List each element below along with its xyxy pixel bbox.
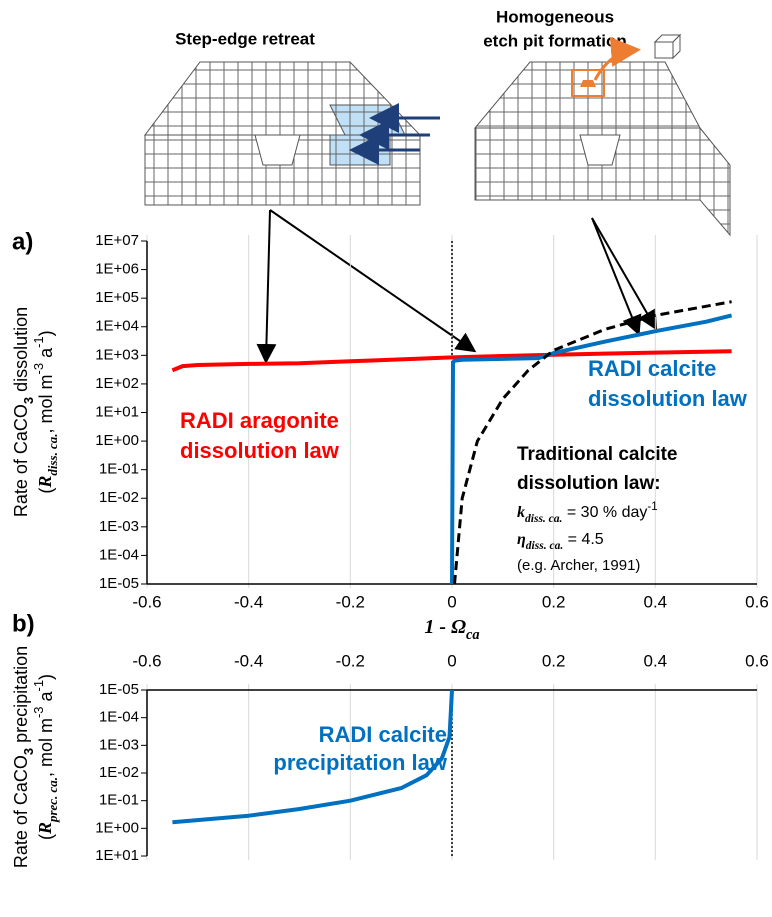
annotation: ηdiss. ca. = 4.5 bbox=[517, 531, 604, 552]
x-tick-label: 0.4 bbox=[644, 592, 668, 611]
y-axis-label: Rate of CaCO3 precipitation bbox=[11, 646, 36, 868]
y-tick-label: 1E+00 bbox=[95, 819, 139, 836]
x-tick-label: -0.2 bbox=[336, 651, 365, 670]
series-label: dissolution law: bbox=[517, 473, 661, 494]
panel-label: a) bbox=[12, 228, 33, 255]
annotation-part: k bbox=[517, 504, 525, 521]
y-axis-label-part: , mol m bbox=[36, 718, 56, 777]
step-edge-illustration bbox=[143, 61, 440, 206]
y-axis-label: (Rprec. ca., mol m-3 a-1) bbox=[31, 674, 61, 840]
series-line bbox=[453, 300, 732, 585]
annotation-part: = 4.5 bbox=[563, 531, 604, 548]
y-axis-label-part: ) bbox=[36, 330, 56, 336]
series-line bbox=[171, 349, 732, 373]
y-tick-label: 1E-02 bbox=[99, 764, 139, 781]
y-tick-label: 1E+01 bbox=[95, 403, 139, 420]
annotation: kdiss. ca. = 30 % day-1 bbox=[517, 501, 658, 525]
x-tick-label: -0.4 bbox=[234, 651, 263, 670]
y-tick-label: 1E+07 bbox=[95, 232, 139, 249]
y-axis-label-part: prec. ca. bbox=[45, 777, 60, 823]
x-axis-label-part: ca bbox=[466, 627, 480, 643]
y-axis-label-part: precipitation bbox=[11, 646, 31, 748]
series-label: RADI calcite bbox=[588, 356, 716, 381]
y-tick-label: 1E-03 bbox=[99, 518, 139, 535]
etch-pit-illustration bbox=[473, 33, 731, 237]
y-axis-label-part: ( bbox=[36, 488, 56, 494]
x-tick-label: -0.4 bbox=[234, 592, 263, 611]
illustration-title: Homogeneous bbox=[496, 7, 614, 26]
annotation-part: = 30 % day bbox=[562, 504, 647, 521]
y-tick-label: 1E-05 bbox=[99, 681, 139, 698]
y-tick-label: 1E-02 bbox=[99, 489, 139, 506]
y-axis-label-part: -1 bbox=[31, 680, 46, 692]
y-axis-label-part: a bbox=[36, 691, 56, 707]
x-tick-label: 0 bbox=[447, 651, 456, 670]
y-axis-label-part: Rate of CaCO bbox=[11, 755, 31, 868]
x-tick-label: -0.6 bbox=[132, 592, 161, 611]
y-axis-label-part: diss. ca. bbox=[45, 433, 60, 475]
series-label: dissolution law bbox=[588, 386, 748, 411]
x-tick-label: 0.6 bbox=[745, 651, 769, 670]
series-line bbox=[172, 689, 454, 825]
x-tick-label: -0.6 bbox=[132, 651, 161, 670]
series-label: dissolution law bbox=[180, 438, 340, 463]
illustration-title: etch pit formation bbox=[483, 31, 627, 50]
y-axis-label-part: 3 bbox=[21, 397, 36, 404]
x-tick-label: 0 bbox=[447, 592, 456, 611]
panel-label: b) bbox=[12, 610, 35, 637]
y-tick-label: 1E+06 bbox=[95, 261, 139, 278]
y-axis-label-part: -3 bbox=[31, 707, 46, 719]
y-axis-label-part: -1 bbox=[31, 336, 46, 348]
y-axis-label: Rate of CaCO3 dissolution bbox=[11, 307, 36, 517]
pointer-arrows bbox=[256, 209, 658, 364]
series-label: precipitation law bbox=[273, 750, 447, 775]
y-tick-label: 1E-01 bbox=[99, 792, 139, 809]
x-tick-label: -0.2 bbox=[336, 592, 365, 611]
y-axis-label-part: a bbox=[36, 347, 56, 363]
y-axis-label-part: dissolution bbox=[11, 307, 31, 397]
y-axis-label-part: Rate of CaCO bbox=[11, 404, 31, 517]
y-tick-label: 1E-03 bbox=[99, 736, 139, 753]
illustration-title: Step-edge retreat bbox=[175, 29, 315, 48]
y-tick-label: 1E-05 bbox=[99, 575, 139, 592]
x-tick-label: 0.6 bbox=[745, 592, 769, 611]
y-axis-label-part: R bbox=[35, 822, 55, 835]
series-label: Traditional calcite bbox=[517, 444, 678, 465]
y-tick-label: 1E+03 bbox=[95, 346, 139, 363]
y-tick-label: 1E+00 bbox=[95, 432, 139, 449]
series-label: RADI calcite bbox=[319, 722, 447, 747]
annotation-part: diss. ca. bbox=[526, 540, 563, 552]
annotation-part: diss. ca. bbox=[525, 513, 562, 525]
series-label: RADI aragonite bbox=[180, 408, 339, 433]
y-axis-label-part: 3 bbox=[21, 748, 36, 755]
y-axis-label-part: ) bbox=[36, 674, 56, 680]
series-line bbox=[450, 313, 733, 585]
y-tick-label: 1E+04 bbox=[95, 318, 139, 335]
annotation-part: -1 bbox=[647, 501, 657, 513]
y-tick-label: 1E-04 bbox=[99, 709, 139, 726]
annotation: (e.g. Archer, 1991) bbox=[517, 557, 640, 574]
y-tick-label: 1E+02 bbox=[95, 375, 139, 392]
y-tick-label: 1E+05 bbox=[95, 289, 139, 306]
x-axis-label: 1 - Ωca bbox=[424, 616, 479, 644]
x-axis-label-part: 1 - Ω bbox=[424, 616, 466, 638]
y-axis-label-part: -3 bbox=[31, 363, 46, 375]
x-tick-label: 0.2 bbox=[542, 592, 566, 611]
y-axis-label-part: ( bbox=[36, 834, 56, 840]
y-tick-label: 1E-01 bbox=[99, 461, 139, 478]
y-tick-label: 1E-04 bbox=[99, 546, 139, 563]
annotation-part: η bbox=[517, 531, 526, 548]
y-axis-label-part: , mol m bbox=[36, 374, 56, 433]
y-axis-label: (Rdiss. ca., mol m-3 a-1) bbox=[31, 330, 61, 493]
y-axis-label-part: R bbox=[35, 476, 55, 489]
y-tick-label: 1E+01 bbox=[95, 847, 139, 864]
x-tick-label: 0.2 bbox=[542, 651, 566, 670]
x-tick-label: 0.4 bbox=[644, 651, 668, 670]
